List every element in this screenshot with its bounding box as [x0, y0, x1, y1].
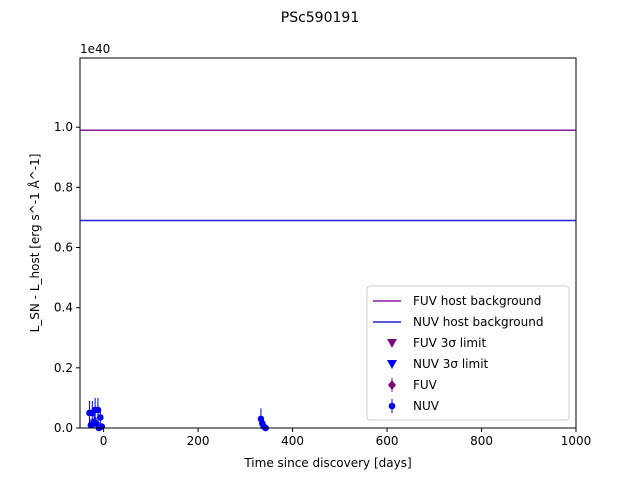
legend-triangle-down-icon: [387, 339, 397, 348]
y-axis-ticks: 0.0 0.2 0.4 0.6 0.8 1.0: [54, 120, 80, 435]
legend-triangle-down-icon: [387, 360, 397, 369]
x-tick-label: 800: [470, 434, 493, 448]
x-axis-ticks: 0 200 400 600 800 1000: [100, 428, 591, 448]
y-multiplier-label: 1e40: [80, 42, 110, 56]
point-nuv: [94, 406, 102, 414]
x-tick-label: 200: [187, 434, 210, 448]
data-points: [86, 397, 269, 432]
plot-frame: [79, 57, 577, 429]
x-tick-label: 600: [376, 434, 399, 448]
x-tick-label: 0: [100, 434, 108, 448]
x-axis-label: Time since discovery [days]: [243, 456, 411, 470]
legend-label: FUV host background: [413, 294, 541, 308]
x-tick-label: 400: [281, 434, 304, 448]
legend-label: NUV host background: [413, 315, 543, 329]
y-tick-label: 1.0: [54, 120, 73, 134]
legend-box: [366, 285, 570, 421]
legend-label: FUV: [413, 378, 438, 392]
y-tick-label: 0.2: [54, 361, 73, 375]
point-nuv: [97, 414, 104, 421]
y-tick-label: 0.6: [54, 241, 73, 255]
y-tick-label: 0.4: [54, 301, 73, 315]
y-axis-label: L_SN - L_host [erg s^-1 Å^-1]: [27, 154, 42, 333]
legend-diamond-icon: [388, 380, 396, 390]
legend-label: FUV 3σ limit: [413, 336, 486, 350]
chart-title: PSc590191: [281, 10, 359, 26]
host-background-lines: [80, 129, 576, 222]
legend-circle-icon: [388, 402, 396, 410]
y-tick-label: 0.0: [54, 421, 73, 435]
legend-label: NUV 3σ limit: [413, 357, 489, 371]
legend: FUV host background NUV host background FU…: [366, 285, 570, 421]
legend-label: NUV: [413, 399, 440, 413]
x-tick-label: 1000: [561, 434, 592, 448]
y-tick-label: 0.8: [54, 180, 73, 194]
